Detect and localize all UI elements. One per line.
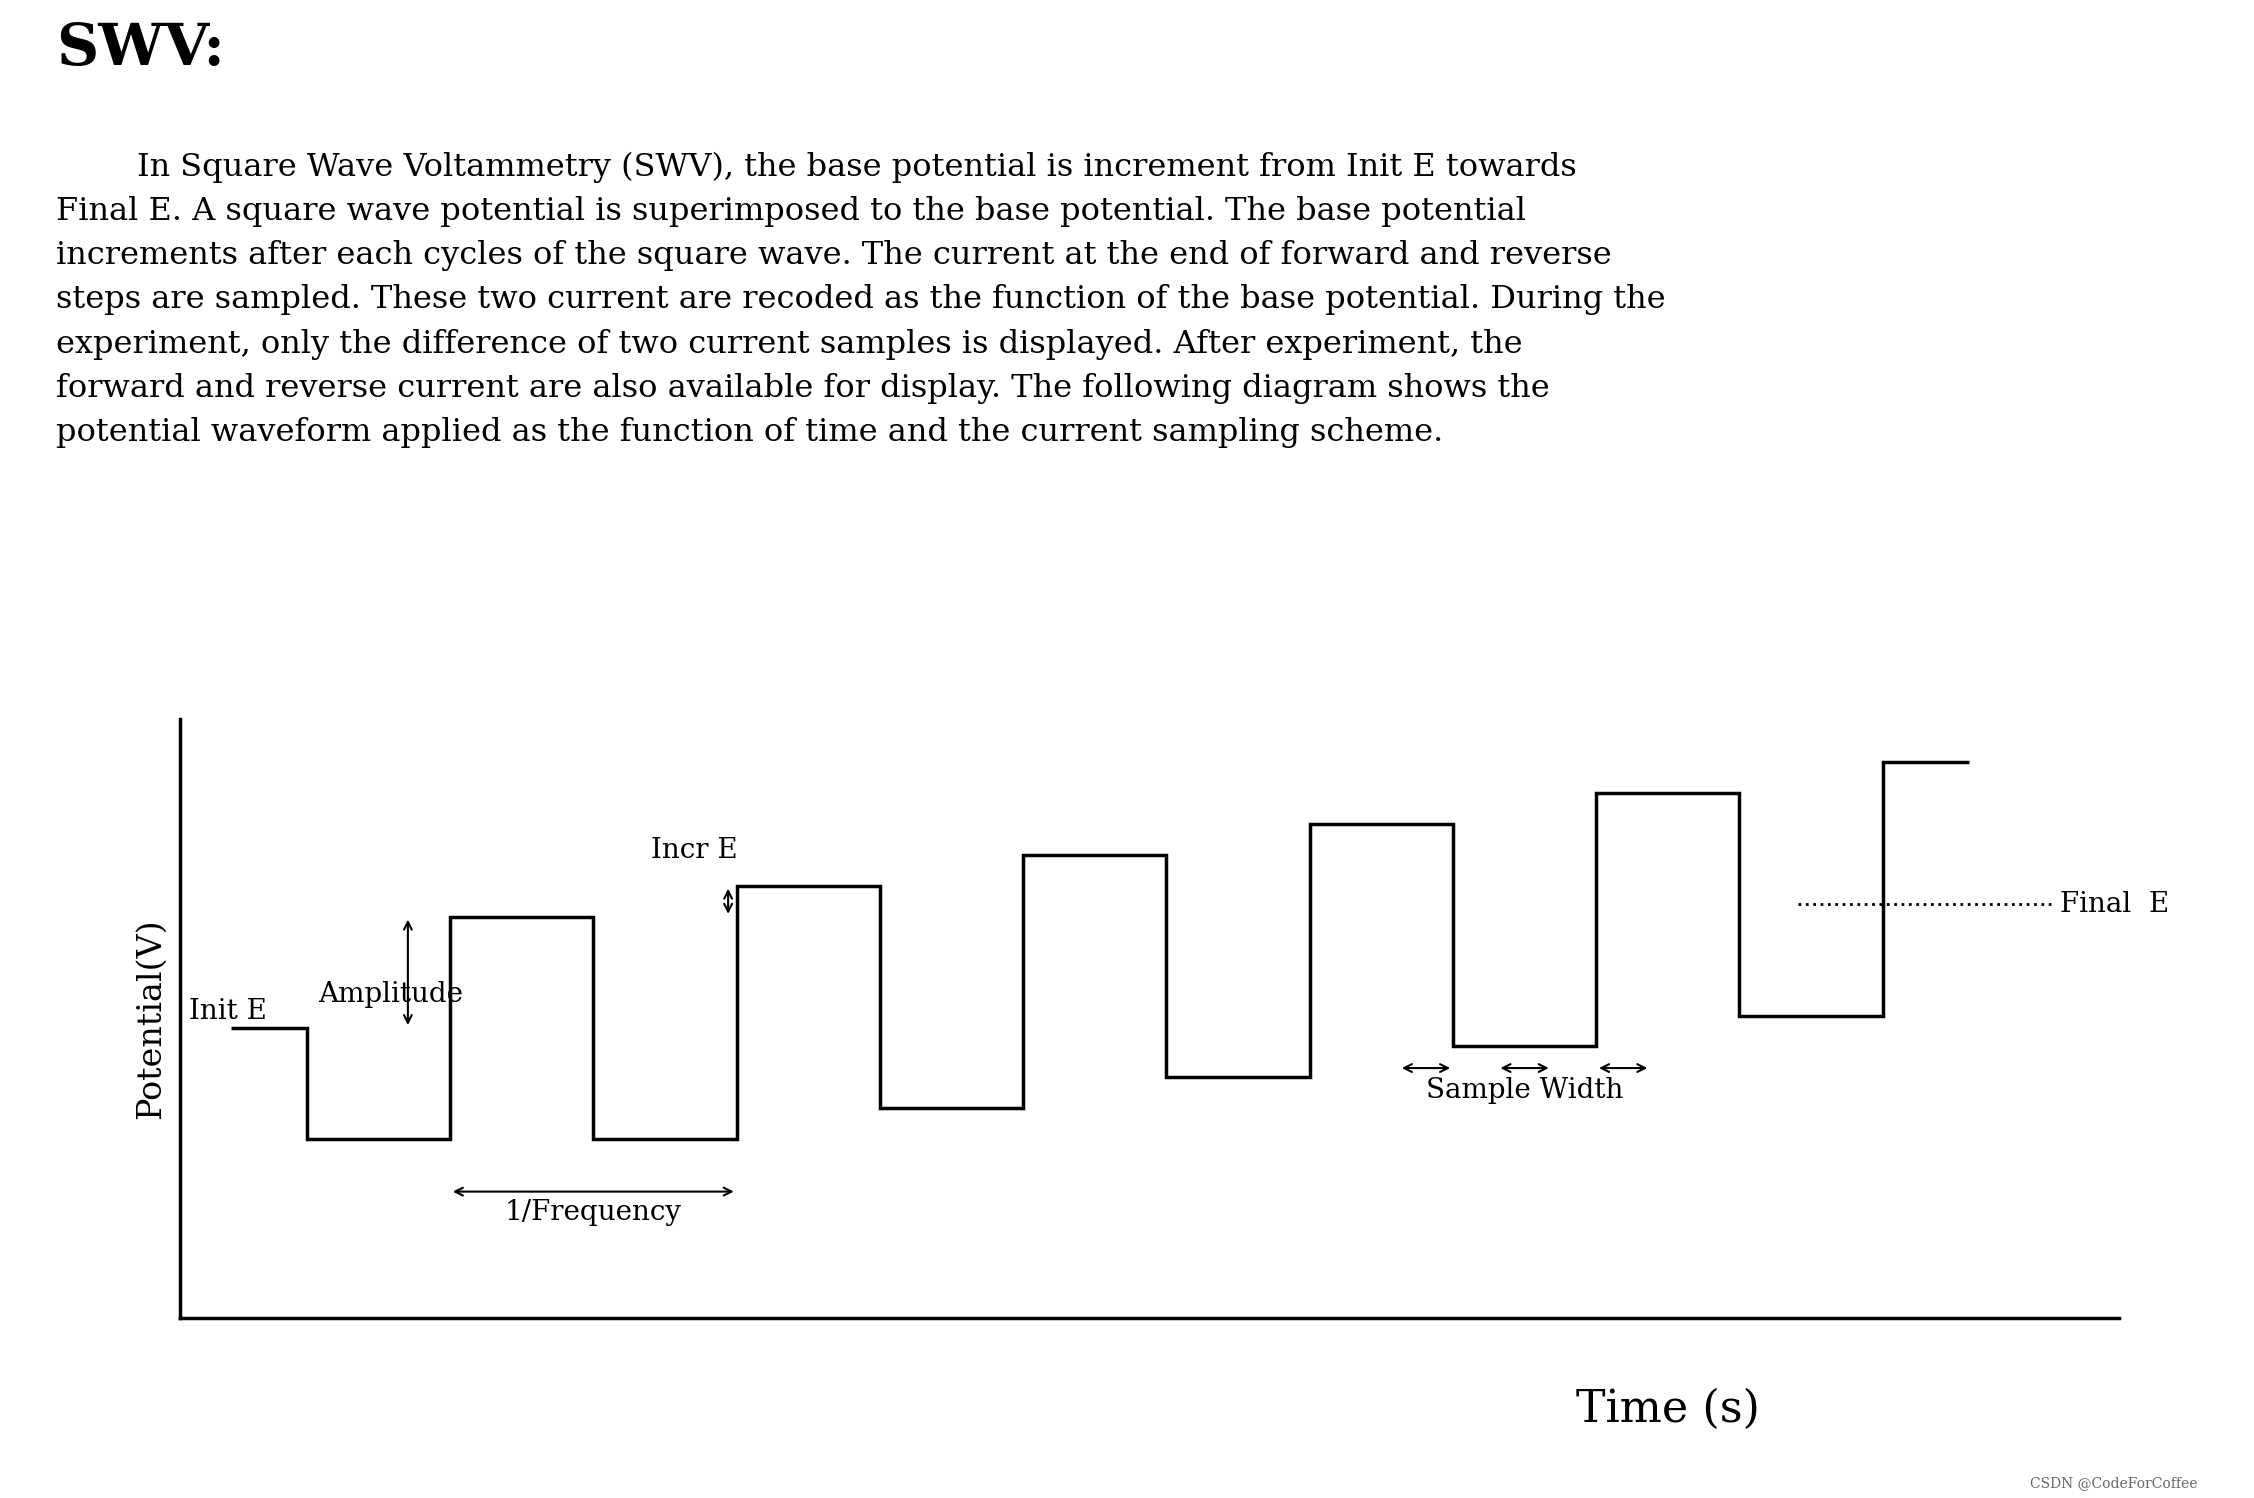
Text: Sample Width: Sample Width	[1427, 1077, 1623, 1104]
Text: Final  E: Final E	[2060, 891, 2168, 918]
Text: CSDN @CodeForCoffee: CSDN @CodeForCoffee	[2031, 1477, 2198, 1491]
Text: Init E: Init E	[189, 998, 266, 1025]
Y-axis label: Potential(V): Potential(V)	[135, 918, 167, 1119]
Text: Amplitude: Amplitude	[318, 981, 464, 1008]
Text: SWV:: SWV:	[56, 21, 225, 76]
Text: In Square Wave Voltammetry (SWV), the base potential is increment from Init E to: In Square Wave Voltammetry (SWV), the ba…	[56, 151, 1666, 448]
Text: 1/Frequency: 1/Frequency	[505, 1198, 681, 1225]
Text: Time (s): Time (s)	[1576, 1387, 1760, 1431]
Text: Incr E: Incr E	[651, 837, 737, 864]
